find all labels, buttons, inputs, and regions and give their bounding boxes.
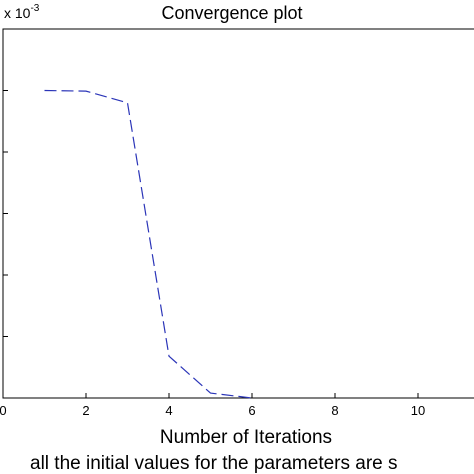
x-tick-label: 10: [411, 403, 425, 418]
x-axis-label: Number of Iterations: [160, 427, 332, 448]
x-tick-label: 8: [331, 403, 338, 418]
chart-title: Convergence plot: [161, 3, 302, 23]
y-exponent: -3: [30, 3, 39, 14]
plot-frame: [2, 28, 474, 399]
caption: all the initial values for the parameter…: [30, 453, 398, 474]
x-tick-label: 6: [248, 403, 255, 418]
data-line: [44, 89, 253, 399]
x-tick-label: 2: [82, 403, 89, 418]
x-tick-label: 4: [165, 403, 172, 418]
x-tick-label: 0: [0, 403, 7, 418]
y-exponent-label: x 10-3: [4, 3, 40, 21]
y-exponent-base: x 10: [4, 5, 31, 21]
